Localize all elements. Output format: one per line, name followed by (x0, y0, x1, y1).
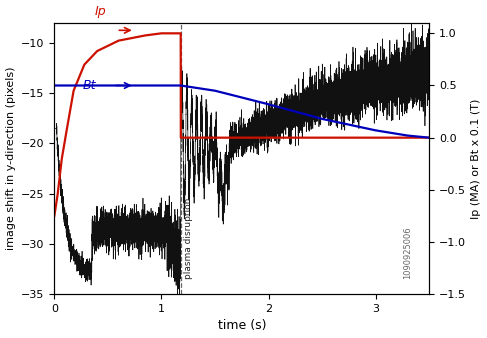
X-axis label: time (s): time (s) (218, 319, 266, 333)
Text: plasma disruption: plasma disruption (184, 198, 193, 279)
Text: 1090925006: 1090925006 (403, 226, 412, 279)
Y-axis label: Ip (MA) or Bt x 0.1 (T): Ip (MA) or Bt x 0.1 (T) (471, 98, 482, 219)
Y-axis label: image shift in y-direction (pixels): image shift in y-direction (pixels) (5, 67, 16, 250)
Text: Ip: Ip (95, 5, 107, 18)
Text: Bt: Bt (82, 78, 95, 92)
